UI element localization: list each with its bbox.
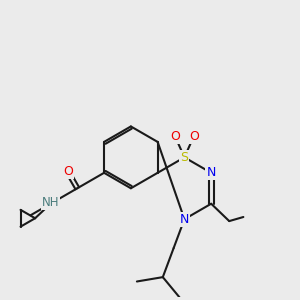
Text: O: O [170, 130, 180, 143]
Text: O: O [189, 130, 199, 143]
Text: O: O [63, 165, 73, 178]
Text: S: S [180, 151, 188, 164]
Text: N: N [206, 166, 216, 179]
Text: N: N [180, 213, 189, 226]
Text: NH: NH [42, 196, 59, 209]
